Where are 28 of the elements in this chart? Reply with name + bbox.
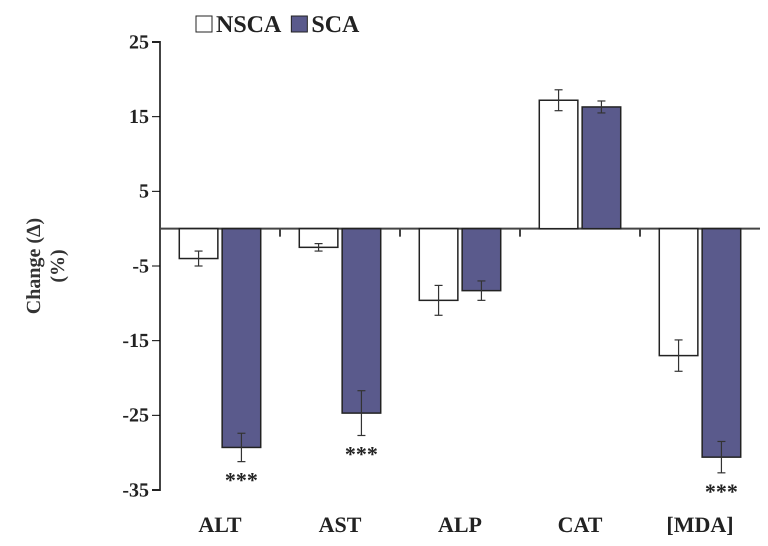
bar — [581, 106, 622, 230]
y-tick-label: 15 — [129, 106, 149, 128]
annotation: *** — [224, 468, 258, 493]
x-tick-label: AST — [318, 512, 362, 537]
y-tick-label: 25 — [129, 31, 149, 54]
bar — [701, 228, 742, 458]
y-tick-label: -15 — [122, 330, 149, 352]
bar — [538, 99, 579, 230]
legend-label: NSCA — [216, 12, 282, 38]
x-tick-label: CAT — [558, 512, 603, 537]
y-tick-label: -5 — [132, 255, 149, 278]
bar — [418, 228, 459, 302]
legend-label: SCA — [311, 12, 360, 38]
bar — [658, 228, 699, 356]
annotation: *** — [704, 478, 738, 504]
annotation: *** — [344, 441, 378, 466]
bar — [298, 228, 339, 248]
y-tick-label: -35 — [122, 479, 149, 502]
y-tick-label: -25 — [122, 404, 149, 427]
x-tick-label: ALP — [438, 512, 482, 537]
bar — [178, 228, 219, 260]
y-axis-title: Change (Δ) (%) — [23, 218, 69, 314]
bar — [221, 228, 262, 448]
bar — [341, 228, 382, 414]
bar — [461, 228, 502, 292]
x-tick-label: ALT — [198, 512, 242, 537]
y-tick-label: 5 — [139, 180, 149, 203]
x-tick-label: [MDA] — [666, 512, 734, 537]
